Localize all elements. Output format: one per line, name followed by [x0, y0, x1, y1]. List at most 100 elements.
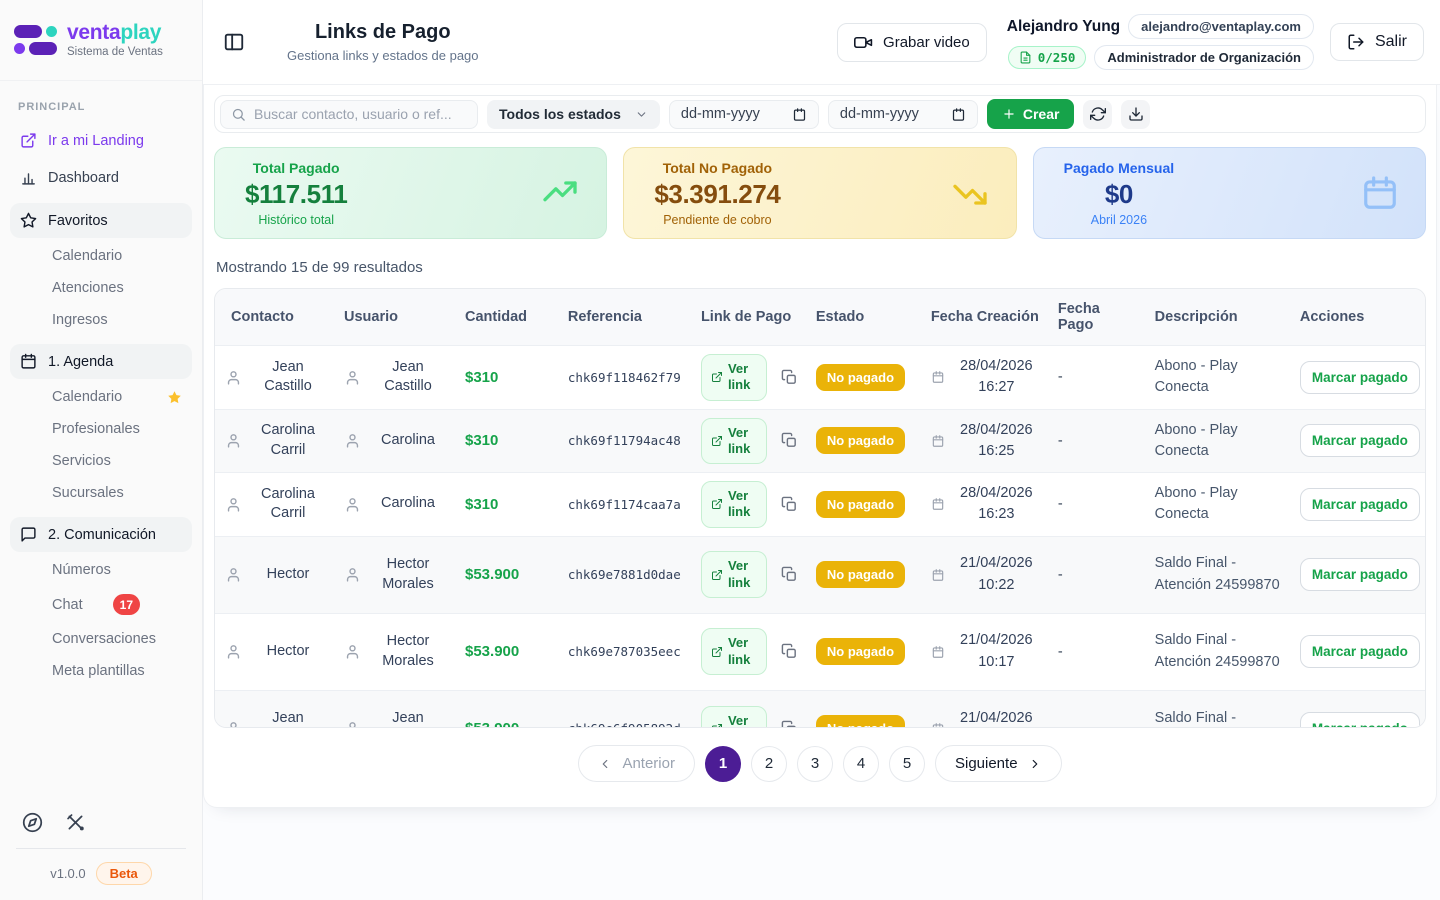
sidebar-item-calendario-fav[interactable]: Calendario	[10, 240, 192, 272]
mark-paid-button[interactable]: Marcar pagado	[1299, 424, 1420, 458]
sidebar-toggle-icon[interactable]	[223, 31, 245, 53]
view-link-label: Ver link	[727, 712, 749, 728]
copy-icon[interactable]	[781, 496, 798, 513]
table-row: Carolina Carril Carolina $310 chk69f1179…	[215, 408, 1425, 473]
status-badge: No pagado	[815, 363, 906, 391]
sidebar-item-landing[interactable]: Ir a mi Landing	[10, 123, 192, 158]
page-button-1[interactable]: 1	[704, 745, 741, 782]
user-name-cell: Hector Morales	[382, 632, 434, 669]
nav-section-label: PRINCIPAL	[18, 101, 86, 113]
quota-pill: 0/250	[1007, 46, 1087, 69]
filter-bar: Todos los estados dd-mm-yyyy dd-mm-yyyy	[214, 95, 1426, 133]
previous-page-button[interactable]: Anterior	[578, 745, 695, 782]
date-from-input[interactable]: dd-mm-yyyy	[668, 99, 819, 129]
status-badge: No pagado	[815, 427, 906, 455]
video-camera-icon	[854, 33, 873, 52]
table-row: Hector Hector Morales $53.900 chk69e7870…	[215, 612, 1425, 690]
calendar-icon	[931, 645, 945, 659]
date-to-input[interactable]: dd-mm-yyyy	[827, 99, 978, 129]
person-icon	[225, 643, 242, 660]
copy-icon[interactable]	[781, 643, 798, 660]
sidebar-item-sucursales[interactable]: Sucursales	[10, 477, 192, 509]
sidebar-item-ingresos[interactable]: Ingresos	[10, 304, 192, 336]
table-row: Jean Castillo Jean Castillo $53.900 chk6…	[215, 689, 1425, 728]
sidebar-item-favoritos[interactable]: Favoritos	[10, 203, 192, 238]
bar-chart-icon	[20, 169, 37, 186]
created-datetime: 28/04/2026 16:25	[960, 421, 1033, 459]
status-filter-select[interactable]: Todos los estados	[487, 99, 660, 129]
refresh-button[interactable]	[1083, 99, 1113, 129]
stat-card-pagado-mensual: Pagado Mensual $0 Abril 2026	[1032, 147, 1426, 239]
mark-paid-button[interactable]: Marcar pagado	[1299, 558, 1420, 591]
user-name: Alejandro Yung	[1006, 17, 1121, 35]
sidebar-item-atenciones[interactable]: Atenciones	[10, 272, 192, 304]
person-icon	[344, 566, 361, 583]
sidebar-item-profesionales[interactable]: Profesionales	[10, 413, 192, 445]
logout-button[interactable]: Salir	[1329, 23, 1424, 61]
copy-icon[interactable]	[781, 566, 798, 583]
stat-value: $117.511	[245, 178, 348, 209]
mark-paid-button[interactable]: Marcar pagado	[1299, 712, 1420, 727]
divider	[16, 848, 186, 849]
mark-paid-button[interactable]: Marcar pagado	[1299, 360, 1420, 394]
search-field[interactable]	[220, 99, 478, 129]
tools-icon[interactable]	[65, 812, 86, 833]
sidebar-item-conversaciones[interactable]: Conversaciones	[10, 623, 192, 655]
view-link-button[interactable]: Ver link	[700, 354, 767, 401]
user-name-cell: Carolina	[381, 495, 435, 512]
star-filled-icon[interactable]	[167, 390, 182, 405]
stat-title: Pagado Mensual	[1063, 159, 1175, 176]
view-link-button[interactable]: Ver link	[700, 628, 767, 675]
sidebar-item-dashboard[interactable]: Dashboard	[10, 160, 192, 195]
view-link-button[interactable]: Ver link	[700, 417, 767, 464]
logout-label: Salir	[1374, 33, 1407, 50]
page-button-4[interactable]: 4	[842, 745, 879, 782]
contact-name: Hector	[266, 642, 310, 659]
sidebar-item-calendario[interactable]: Calendario	[10, 381, 192, 413]
sidebar-item-comunicacion[interactable]: 2. Comunicación	[10, 517, 192, 552]
download-button[interactable]	[1121, 99, 1151, 129]
next-page-button[interactable]: Siguiente	[934, 745, 1062, 782]
sidebar-item-label: Profesionales	[52, 421, 140, 437]
external-link-icon	[20, 132, 37, 149]
page-button-3[interactable]: 3	[796, 745, 833, 782]
plus-icon	[1002, 107, 1016, 121]
reference-code: chk69e7881d0dae	[567, 567, 681, 582]
person-icon	[225, 720, 242, 727]
copy-icon[interactable]	[781, 720, 798, 727]
description: Abono - Play Conecta	[1154, 358, 1238, 396]
contact-name: Jean Castillo	[264, 358, 312, 395]
contact-name: Carolina Carril	[261, 422, 315, 458]
create-button[interactable]: Crear	[986, 99, 1075, 129]
download-icon	[1128, 106, 1144, 122]
view-link-button[interactable]: Ver link	[700, 481, 767, 528]
mark-paid-button[interactable]: Marcar pagado	[1299, 635, 1420, 668]
user-info: Alejandro Yung alejandro@ventaplay.com 0…	[1007, 14, 1314, 70]
view-link-button[interactable]: Ver link	[700, 551, 767, 598]
view-link-button[interactable]: Ver link	[700, 705, 767, 728]
paid-date: -	[1058, 721, 1063, 727]
search-input[interactable]	[254, 106, 467, 122]
sidebar-item-servicios[interactable]: Servicios	[10, 445, 192, 477]
sidebar-item-chat[interactable]: Chat 17	[10, 586, 192, 623]
sidebar-item-meta-plantillas[interactable]: Meta plantillas	[10, 655, 192, 687]
trending-up-icon	[540, 173, 580, 213]
user-name-cell: Jean Castillo	[384, 358, 432, 395]
amount: $53.900	[465, 566, 520, 583]
copy-icon[interactable]	[781, 432, 798, 449]
star-icon	[20, 212, 37, 229]
external-link-icon	[711, 723, 723, 727]
sidebar-item-numeros[interactable]: Números	[10, 554, 192, 586]
created-datetime: 21/04/202600:11	[960, 709, 1033, 726]
record-video-button[interactable]: Grabar video	[837, 22, 987, 62]
sidebar-nav: PRINCIPAL Ir a mi Landing Dashboard Favo…	[0, 81, 202, 687]
compass-icon[interactable]	[22, 812, 43, 833]
chevron-left-icon	[598, 757, 612, 771]
sidebar-item-agenda[interactable]: 1. Agenda	[10, 344, 192, 379]
mark-paid-button[interactable]: Marcar pagado	[1299, 487, 1420, 521]
page-button-5[interactable]: 5	[888, 745, 925, 782]
page-button-2[interactable]: 2	[750, 745, 787, 782]
copy-icon[interactable]	[781, 369, 798, 386]
col-fecha-pago: Fecha Pago	[1049, 289, 1147, 346]
search-icon	[231, 107, 246, 122]
